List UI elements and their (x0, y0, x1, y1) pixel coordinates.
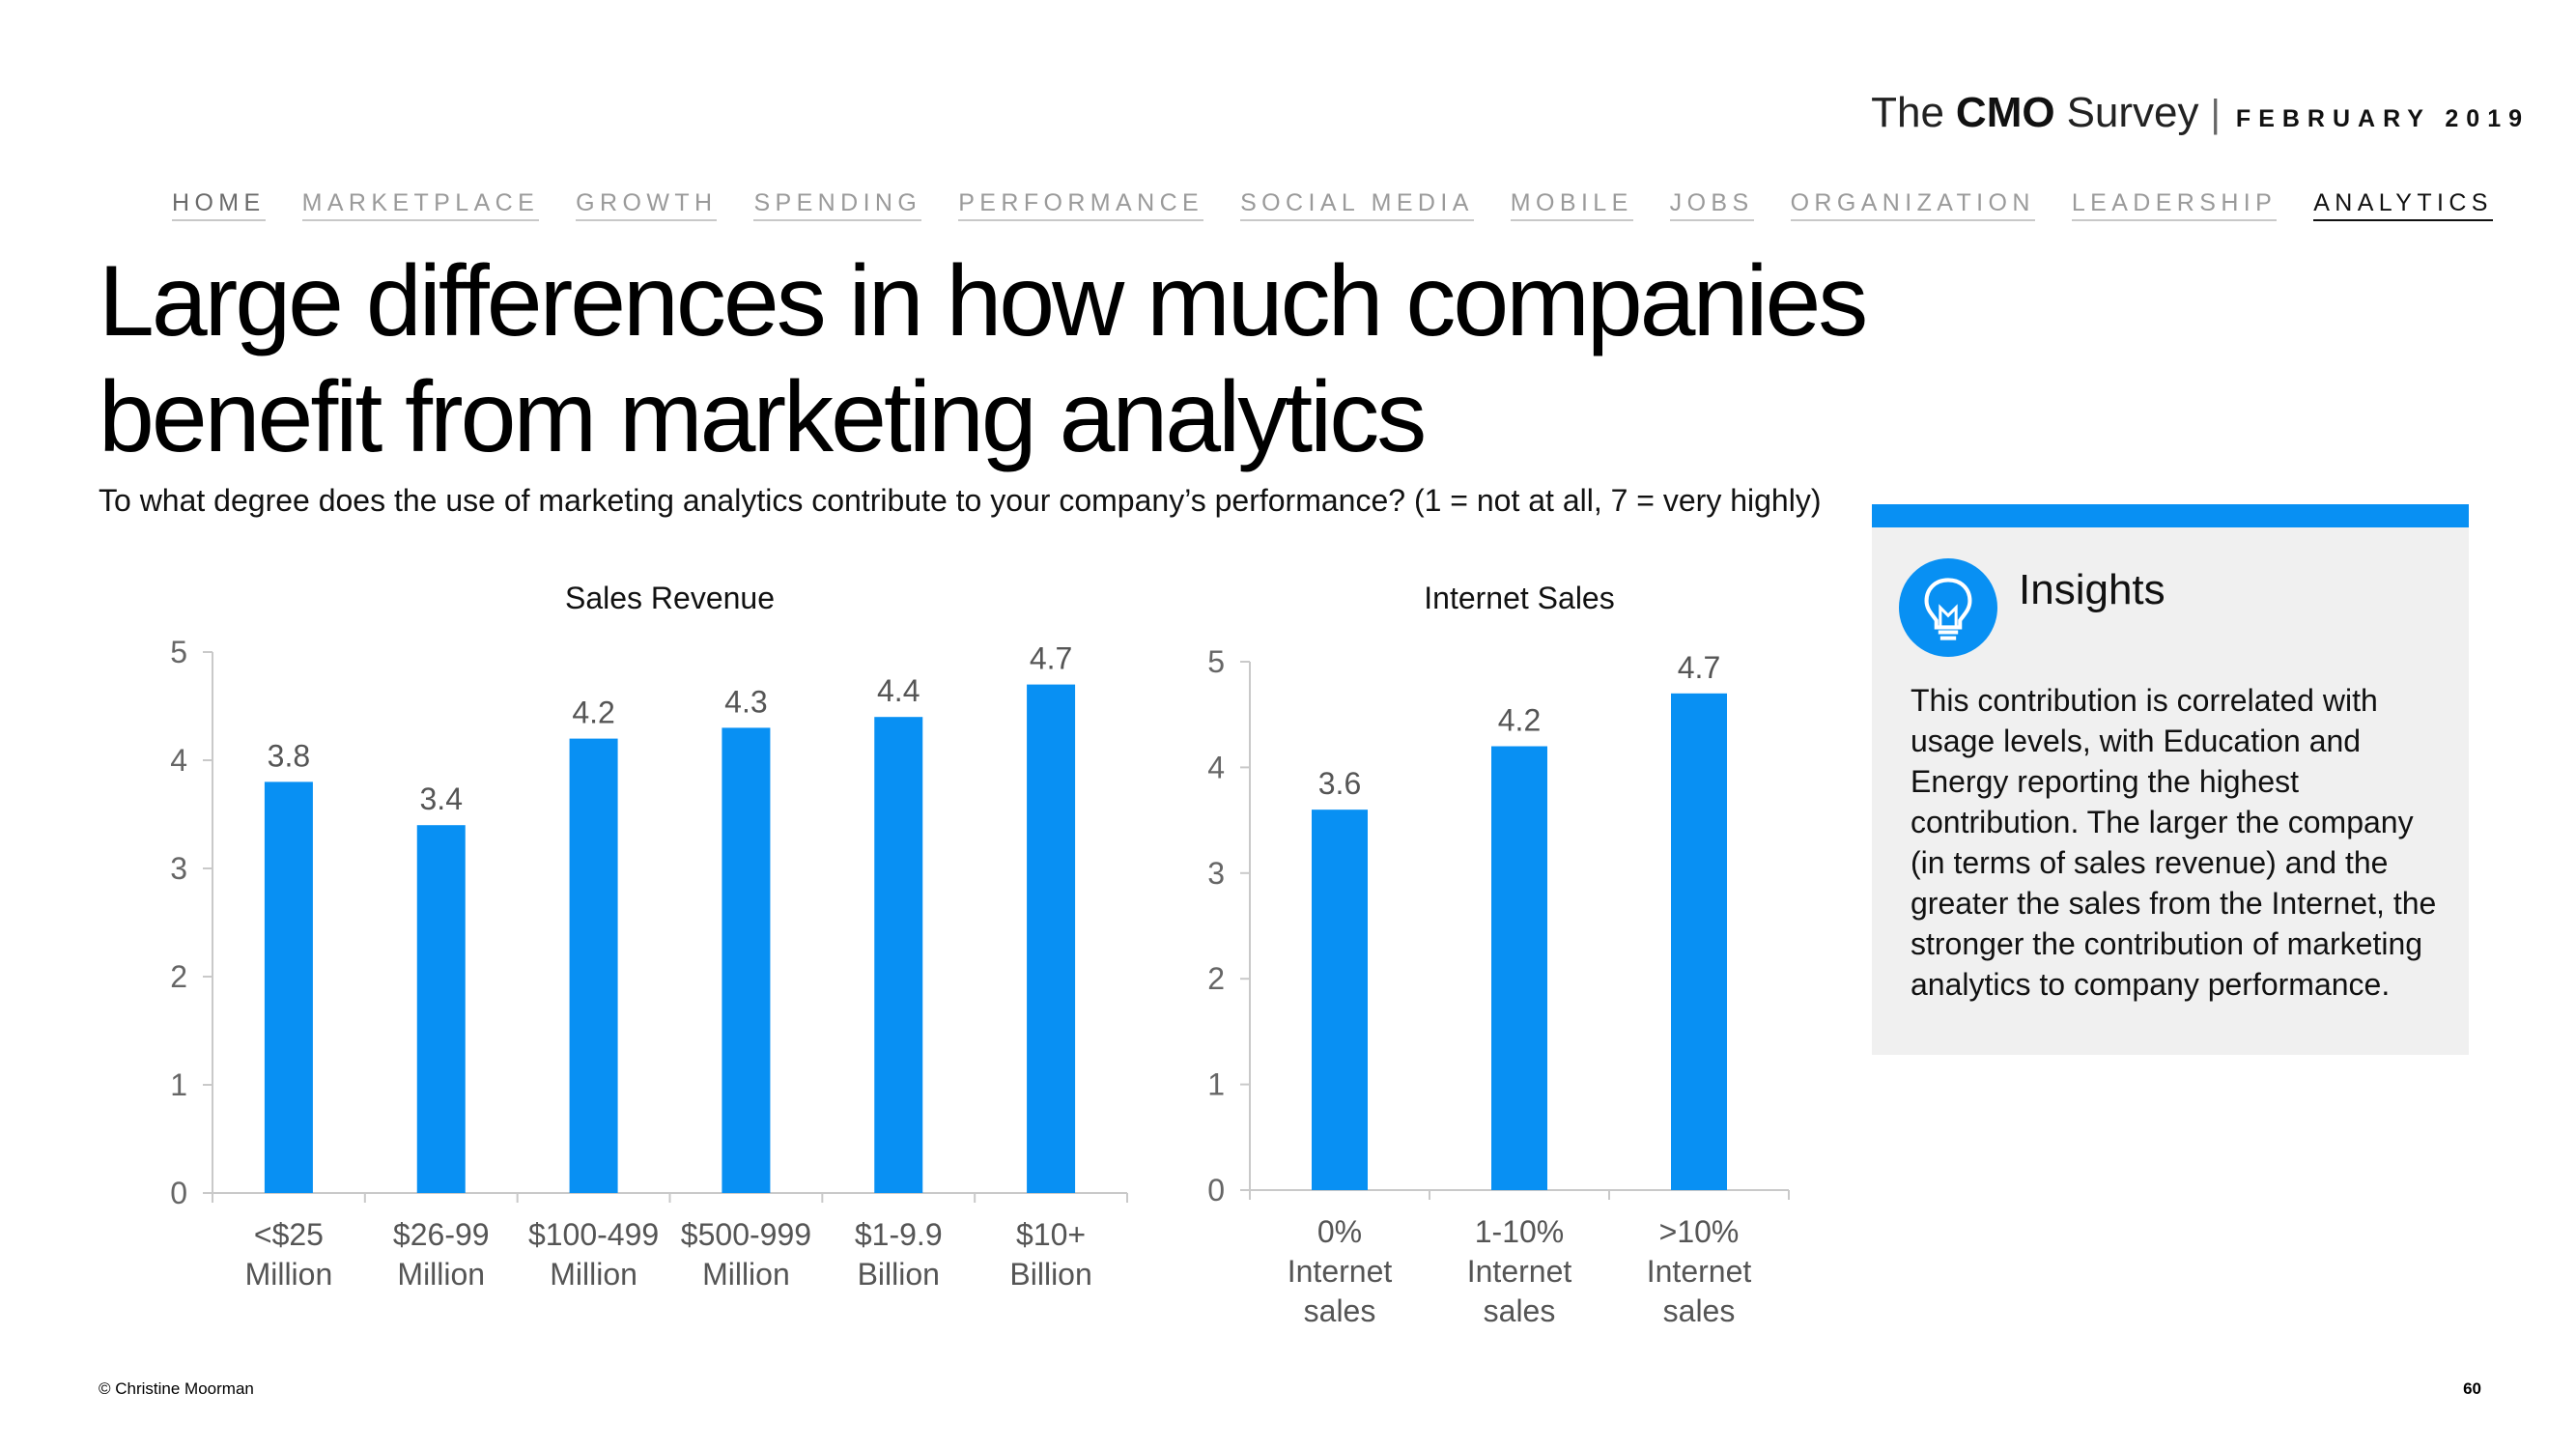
x-tick-label: $10+ (1016, 1217, 1086, 1252)
bar (1312, 810, 1368, 1190)
nav-analytics[interactable]: ANALYTICS (2313, 189, 2493, 221)
x-tick-label: 1-10% (1475, 1214, 1565, 1249)
y-tick-label: 3 (170, 851, 187, 886)
nav-home[interactable]: HOME (172, 189, 266, 221)
nav-growth[interactable]: GROWTH (576, 189, 718, 221)
y-tick-label: 4 (170, 743, 187, 778)
x-tick-label: Million (245, 1257, 333, 1292)
y-tick-label: 2 (170, 959, 187, 994)
data-label: 4.4 (877, 673, 920, 708)
nav-jobs[interactable]: JOBS (1669, 189, 1754, 221)
data-label: 4.7 (1678, 650, 1720, 685)
insights-text: This contribution is correlated with usa… (1911, 683, 2437, 1002)
insights-accent-bar (1872, 504, 2469, 527)
internet-sales-chart: Internet Sales 0 1 2 3 4 5 3.6 0% Internet sales 4.… (1207, 581, 1790, 1328)
data-label: 3.6 (1318, 766, 1361, 801)
data-label: 4.7 (1030, 641, 1072, 676)
data-label: 3.8 (268, 738, 310, 773)
x-tick-label: Internet (1467, 1254, 1572, 1289)
bar (722, 727, 771, 1193)
bar (1027, 684, 1076, 1193)
nav-spending[interactable]: SPENDING (753, 189, 922, 221)
x-tick-label: Million (397, 1257, 485, 1292)
sales-revenue-chart: Sales Revenue 0 1 2 3 4 5 3.8 <$25 Million 3.4 $26-… (170, 581, 1128, 1292)
footer-copyright: © Christine Moorman (99, 1379, 254, 1398)
bar (569, 738, 618, 1193)
x-tick-label: Million (550, 1257, 637, 1292)
y-tick-label: 1 (1207, 1067, 1225, 1102)
chart-title: Internet Sales (1424, 581, 1614, 615)
top-nav: HOME MARKETPLACE GROWTH SPENDING PERFORM… (172, 189, 2493, 221)
y-tick-label: 3 (1207, 856, 1225, 891)
nav-social-media[interactable]: SOCIAL MEDIA (1240, 189, 1474, 221)
x-tick-label: >10% (1659, 1214, 1740, 1249)
y-tick-label: 0 (170, 1176, 187, 1210)
page-title: Large differences in how much companies … (99, 245, 1868, 473)
bar (1671, 693, 1727, 1190)
bar (874, 717, 923, 1193)
x-tick-label: $500-999 (681, 1217, 811, 1252)
nav-performance[interactable]: PERFORMANCE (958, 189, 1204, 221)
x-tick-label: Internet (1647, 1254, 1752, 1289)
y-tick-label: 0 (1207, 1173, 1225, 1208)
insights-panel: Insights This contribution is correlated… (1872, 504, 2469, 1055)
x-tick-label: Billion (858, 1257, 940, 1292)
page-subtitle: To what degree does the use of marketing… (99, 483, 1822, 518)
insights-title: Insights (2019, 566, 2166, 613)
brand-cmo: CMO (1955, 89, 2055, 136)
brand-survey: Survey (2066, 89, 2199, 136)
x-tick-label: $26-99 (393, 1217, 490, 1252)
nav-leadership[interactable]: LEADERSHIP (2071, 189, 2278, 221)
brand-logo: The CMO Survey | FEBRUARY 2019 (1871, 89, 2530, 147)
y-tick-label: 5 (1207, 644, 1225, 679)
bar (416, 825, 466, 1193)
nav-mobile[interactable]: MOBILE (1510, 189, 1633, 221)
data-label: 4.2 (1498, 703, 1541, 738)
nav-organization[interactable]: ORGANIZATION (1790, 189, 2035, 221)
lightbulb-icon (1899, 558, 1997, 657)
data-label: 4.2 (572, 696, 614, 730)
y-tick-label: 4 (1207, 750, 1225, 784)
y-tick-label: 5 (170, 635, 187, 669)
bar (1491, 746, 1547, 1190)
x-tick-label: sales (1663, 1293, 1736, 1328)
data-label: 3.4 (420, 781, 463, 816)
chart-title: Sales Revenue (565, 581, 775, 615)
y-tick-label: 1 (170, 1067, 187, 1102)
x-tick-label: $1-9.9 (855, 1217, 943, 1252)
bar (264, 781, 313, 1193)
data-label: 4.3 (724, 684, 767, 719)
x-tick-label: sales (1484, 1293, 1556, 1328)
x-tick-label: 0% (1317, 1214, 1362, 1249)
brand-date: FEBRUARY 2019 (2235, 105, 2530, 132)
x-tick-label: Million (702, 1257, 790, 1292)
nav-marketplace[interactable]: MARKETPLACE (301, 189, 540, 221)
x-tick-label: sales (1304, 1293, 1376, 1328)
page-number: 60 (2463, 1379, 2481, 1398)
x-tick-label: <$25 (254, 1217, 324, 1252)
x-tick-label: Billion (1009, 1257, 1091, 1292)
brand-the: The (1871, 89, 1944, 136)
brand-separator: | (2210, 93, 2221, 135)
y-tick-label: 2 (1207, 961, 1225, 996)
x-tick-label: Internet (1288, 1254, 1393, 1289)
x-tick-label: $100-499 (528, 1217, 659, 1252)
